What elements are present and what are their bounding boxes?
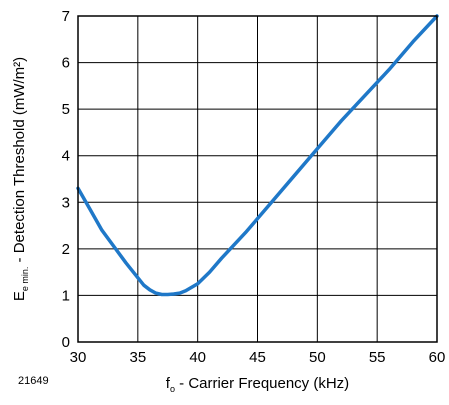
threshold-curve: [76, 14, 439, 297]
x-tick-label: 30: [70, 349, 87, 366]
grid: [77, 15, 438, 343]
series-layer: [76, 14, 439, 297]
y-tick-label: 7: [62, 8, 70, 25]
figure-id: 21649: [18, 375, 49, 387]
x-axis-title: fo - Carrier Frequency (kHz): [166, 375, 349, 394]
x-tick-label: 35: [129, 349, 146, 366]
x-tick-label: 40: [189, 349, 206, 366]
y-tick-label: 2: [62, 241, 70, 258]
x-tick-label: 45: [249, 349, 266, 366]
x-tick-label: 55: [369, 349, 386, 366]
y-tick-label: 6: [62, 55, 70, 72]
y-tick-label: 5: [62, 101, 70, 118]
x-tick-label: 60: [429, 349, 446, 366]
x-tick-label: 50: [309, 349, 326, 366]
y-tick-label: 0: [62, 334, 70, 351]
plot-frame: [77, 15, 438, 343]
y-tick-labels: 0 1 2 3 4 5 6 7: [62, 8, 70, 351]
y-tick-label: 3: [62, 194, 70, 211]
y-tick-label: 1: [62, 287, 70, 304]
x-tick-labels: 30 35 40 45 50 55 60: [70, 349, 446, 366]
y-axis-title: Ee min. - Detection Threshold (mW/m²): [11, 57, 30, 301]
y-tick-label: 4: [62, 148, 70, 165]
